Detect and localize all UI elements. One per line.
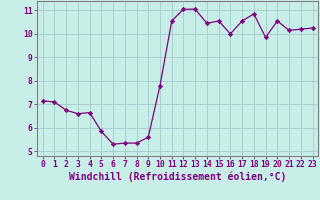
X-axis label: Windchill (Refroidissement éolien,°C): Windchill (Refroidissement éolien,°C): [69, 172, 286, 182]
